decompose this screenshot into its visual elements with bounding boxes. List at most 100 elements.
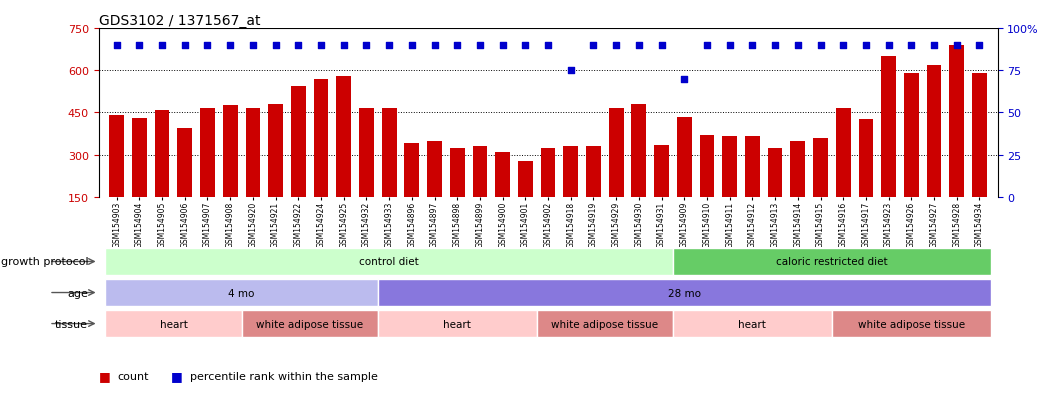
Bar (132, 119, 147, 197)
Text: heart: heart (160, 319, 188, 329)
Bar (723, 137, 737, 197)
Bar (790, 141, 805, 197)
Text: age: age (67, 288, 88, 298)
Bar (223, 106, 237, 197)
Bar (404, 144, 419, 197)
Bar (155, 110, 169, 197)
Bar (313, 79, 329, 197)
Bar (677, 117, 692, 197)
Point (903, 43, 920, 49)
Point (403, 43, 420, 49)
Point (290, 43, 307, 49)
Bar (673, 249, 990, 275)
Point (313, 43, 330, 49)
Point (653, 43, 670, 49)
Text: heart: heart (738, 319, 766, 329)
Point (268, 43, 284, 49)
Bar (609, 109, 623, 197)
Text: ■: ■ (99, 369, 110, 382)
Point (880, 43, 897, 49)
Bar (673, 311, 832, 337)
Point (109, 43, 125, 49)
Point (608, 43, 624, 49)
Point (585, 43, 601, 49)
Point (949, 43, 965, 49)
Point (153, 43, 170, 49)
Bar (881, 57, 896, 197)
Point (472, 43, 488, 49)
Bar (745, 137, 760, 197)
Bar (654, 145, 669, 197)
Bar (246, 109, 260, 197)
Point (381, 43, 397, 49)
Point (676, 76, 693, 83)
Point (722, 43, 738, 49)
Bar (336, 77, 352, 197)
Point (176, 43, 193, 49)
Point (858, 43, 874, 49)
Point (699, 43, 716, 49)
Bar (377, 280, 990, 306)
Text: 28 mo: 28 mo (668, 288, 701, 298)
Point (131, 43, 147, 49)
Bar (269, 105, 283, 197)
Text: white adipose tissue: white adipose tissue (552, 319, 658, 329)
Bar (377, 311, 537, 337)
Text: heart: heart (443, 319, 471, 329)
Point (745, 43, 761, 49)
Point (789, 43, 806, 49)
Bar (632, 105, 646, 197)
Bar (563, 147, 579, 197)
Point (766, 43, 783, 49)
Text: tissue: tissue (55, 319, 88, 329)
Bar (586, 147, 600, 197)
Text: white adipose tissue: white adipose tissue (858, 319, 964, 329)
Bar (106, 311, 242, 337)
Point (222, 43, 239, 49)
Bar (927, 65, 942, 197)
Point (335, 43, 352, 49)
Text: ■: ■ (171, 369, 183, 382)
Bar (832, 311, 990, 337)
Point (517, 43, 534, 49)
Bar (106, 280, 377, 306)
Point (426, 43, 443, 49)
Text: growth protocol: growth protocol (1, 257, 88, 267)
Bar (473, 147, 487, 197)
Point (245, 43, 261, 49)
Point (358, 43, 374, 49)
Bar (242, 311, 377, 337)
Text: white adipose tissue: white adipose tissue (256, 319, 363, 329)
Bar (540, 148, 556, 197)
Bar (904, 74, 919, 197)
Bar (109, 116, 124, 197)
Point (971, 43, 987, 49)
Text: percentile rank within the sample: percentile rank within the sample (190, 371, 377, 381)
Text: GDS3102 / 1371567_at: GDS3102 / 1371567_at (99, 14, 260, 28)
Point (495, 43, 511, 49)
Bar (382, 109, 396, 197)
Bar (450, 148, 465, 197)
Bar (836, 109, 850, 197)
Bar (177, 128, 192, 197)
Text: 4 mo: 4 mo (228, 288, 255, 298)
Bar (496, 152, 510, 197)
Bar (517, 161, 533, 197)
Bar (537, 311, 673, 337)
Text: control diet: control diet (359, 257, 419, 267)
Bar (813, 138, 828, 197)
Point (449, 43, 466, 49)
Point (812, 43, 829, 49)
Bar (949, 46, 964, 197)
Point (199, 43, 216, 49)
Point (926, 43, 943, 49)
Bar (859, 120, 873, 197)
Point (630, 43, 647, 49)
Text: count: count (117, 371, 148, 381)
Point (835, 43, 851, 49)
Bar (767, 148, 783, 197)
Bar (700, 135, 714, 197)
Bar (106, 249, 673, 275)
Bar (291, 86, 306, 197)
Point (540, 43, 557, 49)
